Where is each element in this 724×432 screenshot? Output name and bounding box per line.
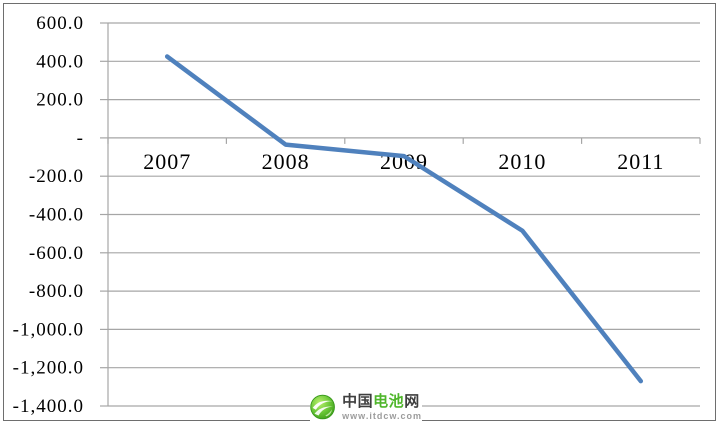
y-axis-label: -400.0	[29, 205, 84, 226]
logo-title-part2: 电池	[373, 392, 405, 410]
x-axis-label: 2011	[617, 149, 664, 174]
y-axis-label: -1,000.0	[13, 319, 84, 340]
chart-border	[3, 3, 716, 421]
y-axis-label: 400.0	[36, 51, 84, 72]
logo-text-block: 中国电池网 www.itdcw.com	[342, 394, 422, 421]
logo-url: www.itdcw.com	[342, 410, 422, 421]
logo-title-part3: 网	[404, 392, 420, 410]
x-axis-label: 2010	[498, 149, 546, 174]
series-line	[164, 54, 644, 384]
y-axis-label: 600.0	[36, 13, 84, 34]
y-axis-label: -600.0	[29, 243, 84, 264]
y-axis-label: -1,200.0	[13, 358, 84, 379]
site-logo: 中国电池网 www.itdcw.com	[310, 386, 422, 428]
y-axis-label: -	[77, 128, 84, 149]
x-axis-label: 2008	[262, 149, 310, 174]
y-axis-label: -1,400.0	[13, 396, 84, 417]
x-axis-label: 2007	[143, 149, 191, 174]
y-axis-label: -800.0	[29, 281, 84, 302]
logo-globe-icon	[310, 394, 335, 420]
logo-title-part1: 中国	[342, 392, 374, 410]
logo-title: 中国电池网	[342, 394, 422, 409]
y-axis-label: -200.0	[29, 166, 84, 187]
y-axis-label: 200.0	[36, 90, 84, 111]
